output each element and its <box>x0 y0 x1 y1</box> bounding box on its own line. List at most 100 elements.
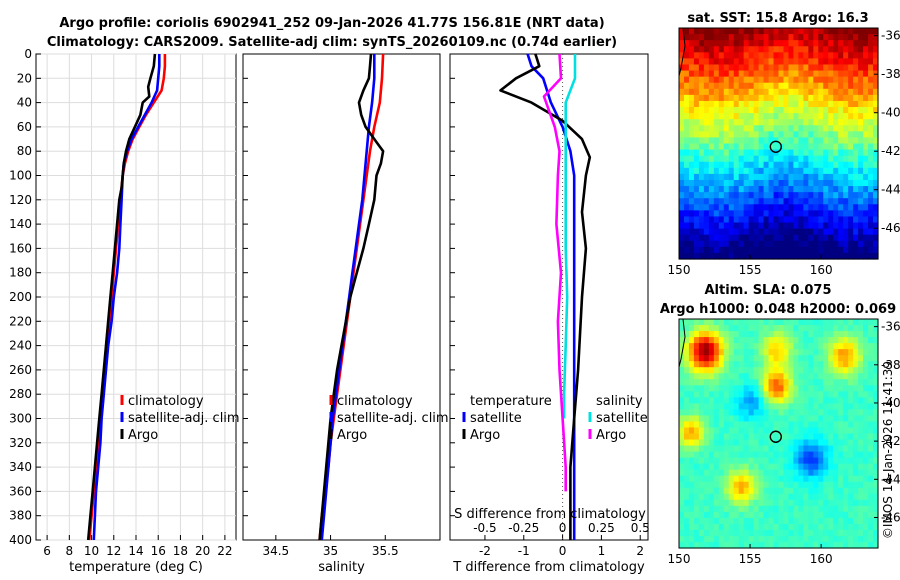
map-cell <box>848 186 854 193</box>
map-cell <box>853 439 859 447</box>
map-cell <box>773 523 780 531</box>
map-cell <box>818 355 824 362</box>
map-cell <box>718 204 725 211</box>
x-tick-label: 12 <box>106 544 121 558</box>
map-cell <box>818 143 824 151</box>
map-cell <box>768 137 775 145</box>
map-cell <box>733 161 740 169</box>
map-cell <box>768 475 775 483</box>
map-cell <box>838 155 844 163</box>
map-cell <box>843 505 849 513</box>
map-cell <box>823 149 829 157</box>
map-cell <box>868 186 874 193</box>
map-cell <box>758 319 765 326</box>
map-cell <box>788 28 795 35</box>
map-cell <box>868 355 874 362</box>
map-cell <box>793 234 799 242</box>
map-cell <box>733 457 740 465</box>
map-cell <box>788 445 795 453</box>
map-cell <box>788 379 795 386</box>
map-cell <box>728 107 735 114</box>
x-tick-label: 2 <box>636 544 644 558</box>
y-tick-label: 20 <box>17 71 32 85</box>
map-cell <box>748 415 755 423</box>
x-tick-label: 10 <box>84 544 99 558</box>
map-cell <box>798 125 804 132</box>
map-cell <box>853 155 859 163</box>
map-cell <box>838 52 844 59</box>
map-cell <box>698 143 705 151</box>
map-cell <box>718 70 725 78</box>
map-cell <box>813 493 819 501</box>
map-cell <box>843 409 849 417</box>
map-cell <box>708 463 715 471</box>
map-cell <box>733 427 740 435</box>
map-cell <box>818 385 824 392</box>
map-cell <box>863 541 869 549</box>
map-cell <box>858 107 864 114</box>
map-cell <box>683 173 690 181</box>
map-cell <box>828 541 834 549</box>
map-cell <box>838 34 844 41</box>
map-cell <box>763 457 770 465</box>
map-cell <box>863 439 869 447</box>
map-cell <box>728 511 735 519</box>
map-cell <box>688 439 695 447</box>
map-cell <box>758 234 765 242</box>
map-cell <box>703 94 710 102</box>
map-cell <box>713 222 720 230</box>
map-cell <box>833 82 839 90</box>
y-tick-label: 320 <box>9 436 32 450</box>
map-cell <box>768 179 775 187</box>
map-cell <box>868 210 874 218</box>
map-cell <box>853 228 859 236</box>
map-cell <box>758 240 765 248</box>
map-cell <box>793 210 799 218</box>
map-cell <box>723 541 730 549</box>
map-cell <box>863 210 869 218</box>
map-cell <box>803 529 809 537</box>
map-cell <box>758 325 765 332</box>
map-cell <box>708 439 715 447</box>
map-cell <box>798 186 804 193</box>
map-cell <box>803 46 809 53</box>
map-cell <box>679 379 685 386</box>
map-cell <box>828 234 834 242</box>
map-cell <box>798 161 804 169</box>
map-cell <box>748 100 755 108</box>
map-cell <box>868 216 874 224</box>
map-cell <box>733 119 740 126</box>
map-cell <box>723 167 730 175</box>
map-cell <box>713 517 720 525</box>
map-cell <box>803 475 809 483</box>
map-cell <box>688 107 695 114</box>
map-cell <box>798 331 804 338</box>
map-cell <box>768 439 775 447</box>
map-cell <box>873 155 879 163</box>
map-cell <box>683 125 690 132</box>
map-cell <box>683 535 690 543</box>
map-cell <box>758 451 765 459</box>
map-cell <box>853 523 859 531</box>
map-cell <box>843 427 849 435</box>
map-cell <box>693 373 700 380</box>
map-cell <box>738 40 745 47</box>
map-cell <box>798 228 804 236</box>
map-cell <box>683 487 690 495</box>
map-cell <box>693 119 700 126</box>
map-cell <box>693 337 700 344</box>
map-cell <box>793 355 799 362</box>
map-cell <box>748 337 755 344</box>
map-cell <box>713 427 720 435</box>
map-cell <box>808 204 814 211</box>
map-cell <box>818 319 824 326</box>
map-cell <box>793 421 799 429</box>
map-cell <box>788 517 795 525</box>
map-cell <box>683 58 690 66</box>
map-cell <box>758 415 765 423</box>
map-cell <box>698 149 705 157</box>
map-cell <box>863 427 869 435</box>
map-cell <box>708 433 715 441</box>
map-cell <box>778 319 785 326</box>
y-tick-label: 40 <box>17 96 32 110</box>
